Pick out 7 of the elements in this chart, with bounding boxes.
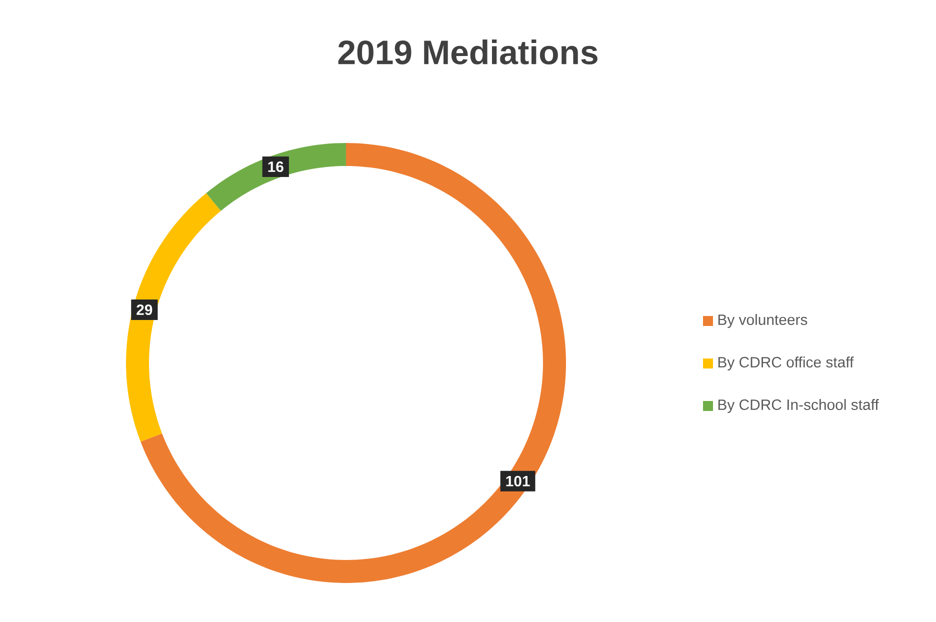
legend-label: By CDRC In-school staff xyxy=(718,399,879,413)
data-label: 101 xyxy=(506,476,530,486)
legend-label: By volunteers xyxy=(718,314,808,328)
legend-label: By CDRC office staff xyxy=(718,356,854,370)
data-label: 29 xyxy=(136,304,152,316)
data-label: 16 xyxy=(268,161,284,172)
chart-title: 2019 Mediations xyxy=(338,40,598,64)
